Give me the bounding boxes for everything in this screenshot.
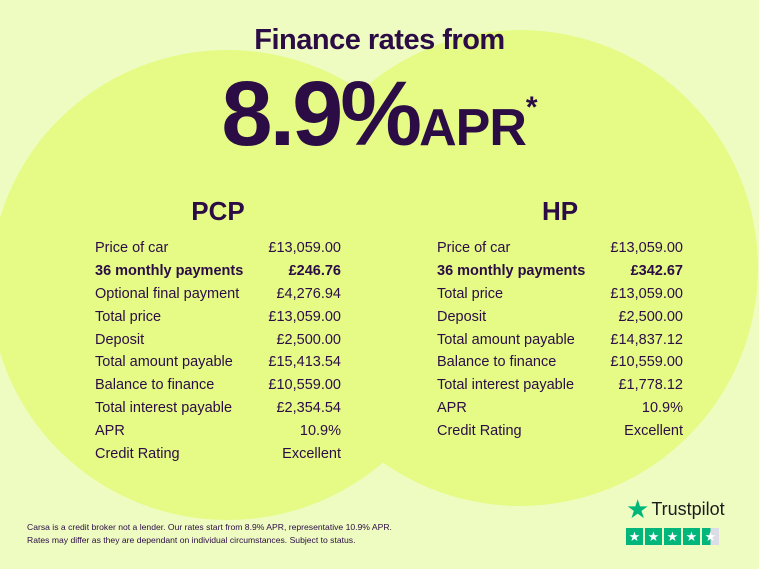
row-value: £15,413.54 bbox=[268, 354, 341, 371]
row-label: Balance to finance bbox=[437, 354, 557, 371]
row-label: 36 monthly payments bbox=[95, 262, 244, 279]
table-row: APR 10.9% bbox=[95, 420, 341, 443]
table-row: Total price £13,059.00 bbox=[437, 283, 683, 306]
headline-rate: 8.9%APR* bbox=[0, 62, 759, 167]
row-value: 10.9% bbox=[299, 423, 341, 440]
row-value: £1,778.12 bbox=[618, 377, 683, 394]
table-row: Credit Rating Excellent bbox=[95, 443, 341, 466]
row-label: Total interest payable bbox=[95, 400, 233, 417]
hp-table: HP Price of car £13,059.00 36 monthly paym… bbox=[437, 196, 683, 443]
table-row: Balance to finance £10,559.00 bbox=[437, 351, 683, 374]
rating-star-icon: ★ bbox=[702, 528, 719, 545]
disclaimer-line: Rates may differ as they are dependant o… bbox=[27, 534, 356, 545]
row-value: £10,559.00 bbox=[610, 354, 683, 371]
row-label: Total amount payable bbox=[95, 354, 233, 371]
table-row: Deposit £2,500.00 bbox=[437, 306, 683, 329]
row-label: Total amount payable bbox=[437, 331, 575, 348]
row-value: £10,559.00 bbox=[268, 377, 341, 394]
table-row: Optional final payment £4,276.94 bbox=[95, 283, 341, 306]
table-row: Credit Rating Excellent bbox=[437, 420, 683, 443]
row-value: £342.67 bbox=[630, 262, 683, 279]
row-value: Excellent bbox=[282, 446, 341, 463]
row-value: 10.9% bbox=[641, 400, 683, 417]
hp-title: HP bbox=[541, 196, 579, 226]
row-label: Total price bbox=[95, 308, 162, 325]
row-value: £13,059.00 bbox=[268, 240, 341, 256]
table-row: Total amount payable £15,413.54 bbox=[95, 351, 341, 374]
rate-value: 8.9% bbox=[221, 63, 422, 165]
row-value: £13,059.00 bbox=[610, 240, 683, 256]
table-row: Price of car £13,059.00 bbox=[95, 237, 341, 260]
table-row: Deposit £2,500.00 bbox=[95, 329, 341, 352]
table-row: 36 monthly payments £342.67 bbox=[437, 260, 683, 283]
row-label: Credit Rating bbox=[437, 423, 522, 440]
rating-star-icon: ★ bbox=[664, 528, 681, 545]
row-value: £2,354.54 bbox=[276, 400, 341, 417]
row-label: Deposit bbox=[437, 308, 487, 325]
pcp-title: PCP bbox=[191, 196, 245, 226]
row-value: Excellent bbox=[624, 423, 683, 440]
table-row: APR 10.9% bbox=[437, 397, 683, 420]
row-label: Credit Rating bbox=[95, 446, 180, 463]
table-row: Total amount payable £14,837.12 bbox=[437, 329, 683, 352]
row-value: £246.76 bbox=[288, 262, 341, 279]
table-row: 36 monthly payments £246.76 bbox=[95, 260, 341, 283]
row-value: £4,276.94 bbox=[276, 285, 341, 302]
decorative-circle-right bbox=[282, 30, 758, 506]
rating-star-icon: ★ bbox=[626, 528, 643, 545]
table-row: Price of car £13,059.00 bbox=[437, 237, 683, 260]
row-label: Total interest payable bbox=[437, 377, 575, 394]
row-label: Balance to finance bbox=[95, 377, 215, 394]
row-label: Total price bbox=[437, 285, 504, 302]
row-value: £2,500.00 bbox=[618, 308, 683, 325]
trustpilot-badge[interactable]: ★ Trustpilot ★ ★ ★ ★ ★ bbox=[626, 494, 725, 545]
trustpilot-rating: ★ ★ ★ ★ ★ bbox=[626, 528, 725, 545]
disclaimer-line: Carsa is a credit broker not a lender. O… bbox=[27, 522, 392, 532]
row-value: £14,837.12 bbox=[610, 331, 683, 348]
row-label: 36 monthly payments bbox=[437, 262, 586, 279]
table-row: Balance to finance £10,559.00 bbox=[95, 374, 341, 397]
row-value: £13,059.00 bbox=[610, 285, 683, 302]
pcp-table: PCP Price of car £13,059.00 36 monthly pay… bbox=[95, 196, 341, 466]
table-row: Total interest payable £2,354.54 bbox=[95, 397, 341, 420]
row-value: £13,059.00 bbox=[268, 308, 341, 325]
trustpilot-label: Trustpilot bbox=[651, 499, 725, 519]
table-row: Total interest payable £1,778.12 bbox=[437, 374, 683, 397]
rating-star-icon: ★ bbox=[645, 528, 662, 545]
row-value: £2,500.00 bbox=[276, 331, 341, 348]
row-label: APR bbox=[437, 400, 467, 417]
row-label: Optional final payment bbox=[95, 285, 240, 302]
row-label: Price of car bbox=[95, 240, 169, 256]
disclaimer: Carsa is a credit broker not a lender. O… bbox=[27, 521, 392, 546]
row-label: APR bbox=[95, 423, 125, 440]
row-label: Price of car bbox=[437, 240, 511, 256]
rating-star-icon: ★ bbox=[683, 528, 700, 545]
asterisk: * bbox=[525, 91, 538, 124]
star-icon: ★ bbox=[626, 494, 650, 524]
table-row: Total price £13,059.00 bbox=[95, 306, 341, 329]
headline: Finance rates from bbox=[254, 24, 505, 56]
apr-label: APR bbox=[419, 99, 527, 157]
row-label: Deposit bbox=[95, 331, 145, 348]
